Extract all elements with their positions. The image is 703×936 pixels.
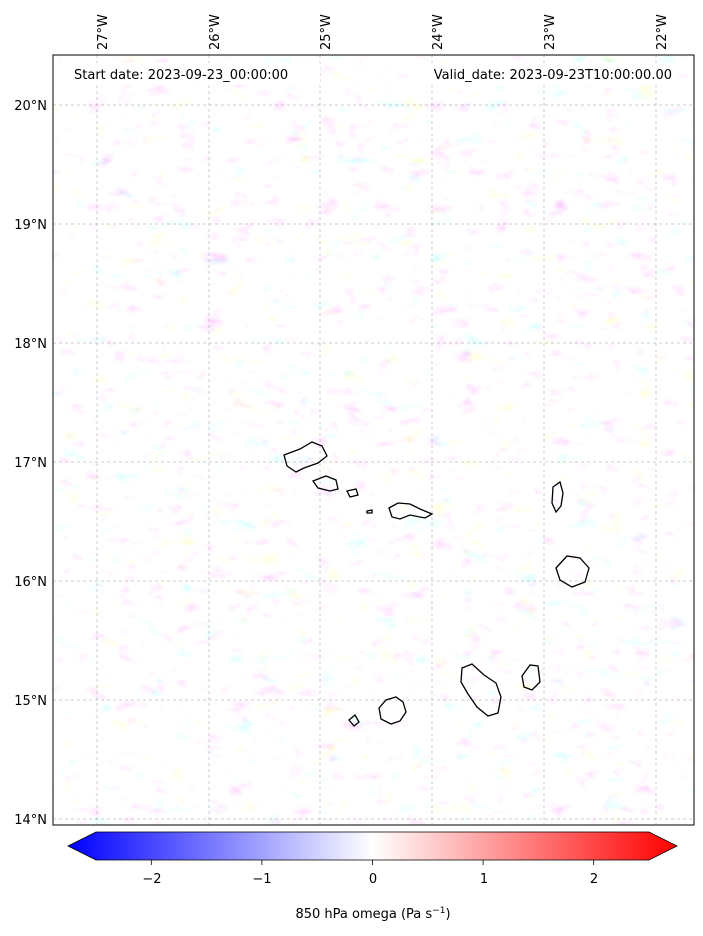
lon-tick-label: 23°W (543, 14, 558, 50)
valid-date-annotation: Valid_date: 2023-09-23T10:00:00.00 (409, 63, 677, 85)
colorbar-ticks (150, 860, 595, 865)
valid-date-label: Valid_date: 2023-09-23T10:00:00.00 (434, 68, 672, 83)
lon-tick-label: 27°W (96, 14, 111, 50)
island-fogo (378, 696, 407, 725)
island-maio (521, 664, 541, 691)
colorbar-tick-label: 0 (369, 872, 377, 887)
island-ilheu-raso (366, 509, 373, 514)
coastlines (283, 441, 590, 727)
lon-tick-label: 24°W (431, 14, 446, 50)
lat-tick-label: 17°N (14, 456, 47, 471)
island-boa-vista (555, 555, 590, 588)
colorbar: −2 −1 0 1 2 850 hPa omega (Pa s−1) (67, 831, 678, 922)
lon-tick-label: 22°W (655, 14, 670, 50)
lat-tick-label: 16°N (14, 575, 47, 590)
lon-tick-labels: 27°W 26°W 25°W 24°W 23°W 22°W (96, 14, 670, 50)
lon-tick-label: 26°W (208, 14, 223, 50)
lat-tick-label: 20°N (14, 99, 47, 114)
map-frame (52, 54, 695, 826)
lon-tick-label: 25°W (319, 14, 334, 50)
map-panel: Start date: 2023-09-23_00:00:00 Valid_da… (14, 14, 695, 828)
start-date-label: Start date: 2023-09-23_00:00:00 (74, 68, 288, 83)
lat-tick-label: 15°N (14, 694, 47, 709)
colorbar-tick-label: 2 (590, 872, 598, 887)
island-santiago (460, 663, 502, 717)
colorbar-tick-label: −1 (252, 872, 271, 887)
colorbar-title: 850 hPa omega (Pa s−1) (295, 906, 450, 922)
island-sao-nicolau (388, 502, 434, 520)
colorbar-tick-label: 1 (480, 872, 488, 887)
lat-tick-label: 19°N (14, 218, 47, 233)
island-santa-luzia (346, 488, 359, 498)
gridlines (53, 55, 694, 825)
lat-tick-label: 18°N (14, 337, 47, 352)
colorbar-tick-label: −2 (142, 872, 161, 887)
island-brava (348, 714, 360, 727)
island-sal (551, 480, 564, 514)
start-date-box (66, 63, 320, 85)
island-sao-vicente (311, 475, 339, 492)
valid-date-box (409, 63, 677, 85)
lat-tick-label: 14°N (14, 813, 47, 828)
omega-field (53, 55, 694, 825)
start-date-annotation: Start date: 2023-09-23_00:00:00 (66, 63, 320, 85)
island-santo-antao (283, 441, 328, 473)
colorbar-bar (67, 831, 678, 861)
lat-tick-labels: 20°N 19°N 18°N 17°N 16°N 15°N 14°N (14, 99, 47, 828)
